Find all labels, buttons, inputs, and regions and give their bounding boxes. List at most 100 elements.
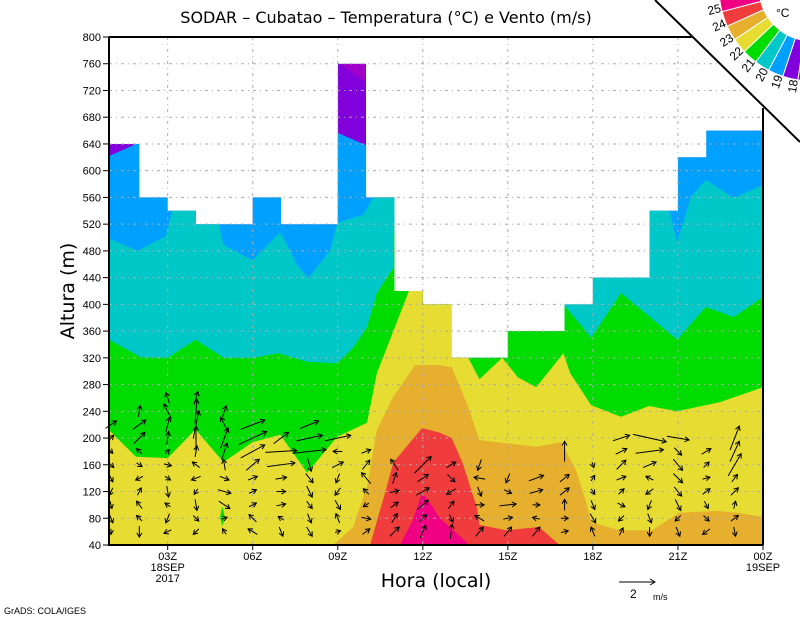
wind-arrow-shaft xyxy=(392,472,397,484)
wind-arrow xyxy=(617,502,626,508)
wind-arrow xyxy=(136,461,143,468)
wind-arrow xyxy=(273,431,290,445)
wind-arrow-head xyxy=(705,488,711,494)
wind-arrow xyxy=(334,529,342,535)
wind-arrow xyxy=(674,499,682,512)
wind-arrow-shaft xyxy=(165,513,170,524)
wind-arrow-head xyxy=(166,461,173,468)
wind-arrow xyxy=(701,448,712,455)
wind-arrow-shaft xyxy=(618,527,624,536)
wind-arrow xyxy=(248,513,257,523)
wind-arrow xyxy=(292,447,328,454)
wind-arrow-shaft xyxy=(292,449,327,454)
wind-arrow-head xyxy=(731,531,738,538)
wind-arrow-head xyxy=(733,487,740,493)
wind-arrow-shaft xyxy=(331,461,344,469)
wind-arrow-shaft xyxy=(416,499,429,510)
wind-arrow-shaft xyxy=(590,475,596,482)
wind-arrow-head xyxy=(703,503,709,510)
wind-arrow-head xyxy=(661,438,668,444)
wind-arrow-head xyxy=(247,528,254,534)
wind-arrow-head xyxy=(684,436,691,443)
wind-arrow-shaft xyxy=(307,458,312,472)
wind-arrow xyxy=(703,500,709,510)
wind-arrow xyxy=(729,425,741,451)
wind-arrow xyxy=(529,487,544,494)
wind-arrow-head xyxy=(335,529,342,535)
wind-arrow-head xyxy=(259,418,266,425)
wind-arrow xyxy=(642,460,657,469)
wind-arrow-shaft xyxy=(163,403,172,419)
wind-arrow-head xyxy=(280,501,287,508)
wind-arrow xyxy=(590,474,596,482)
wind-arrow xyxy=(503,515,514,521)
wind-arrow xyxy=(447,500,455,509)
wind-arrow-shaft xyxy=(532,516,541,520)
wind-arrow-head xyxy=(589,462,596,469)
wind-arrow-head xyxy=(511,501,518,508)
wind-arrow-shaft xyxy=(446,461,457,468)
wind-arrow-head xyxy=(426,455,432,462)
wind-arrow-shaft xyxy=(305,473,314,484)
wind-arrow-head xyxy=(190,475,197,482)
wind-arrow xyxy=(560,528,570,535)
wind-arrow xyxy=(193,444,200,458)
wind-arrow-shaft xyxy=(191,475,201,481)
wind-arrow-head xyxy=(136,532,143,539)
wind-arrow xyxy=(503,488,513,495)
wind-arrow-shaft xyxy=(503,516,513,520)
wind-arrow xyxy=(731,473,739,483)
wind-arrow-shaft xyxy=(306,500,313,509)
wind-arrow-head xyxy=(448,517,454,523)
wind-arrow xyxy=(472,474,486,481)
wind-arrow xyxy=(305,473,314,484)
wind-arrow xyxy=(331,461,345,469)
wind-arrow-head xyxy=(645,489,651,495)
wind-arrow xyxy=(389,526,400,537)
wind-arrow-head xyxy=(164,448,171,455)
wind-reference: 2 m/s xyxy=(619,578,668,602)
wind-arrow xyxy=(334,473,341,484)
wind-arrow-head xyxy=(646,504,652,511)
wind-arrow-shaft xyxy=(701,448,712,455)
y-tick-label: 480 xyxy=(83,246,101,258)
wind-arrow-head xyxy=(360,471,367,478)
wind-arrow-head xyxy=(647,517,653,524)
wind-arrow xyxy=(267,460,296,468)
wind-arrow-shaft xyxy=(334,487,341,496)
wind-arrow-shaft xyxy=(273,432,289,445)
wind-arrow-shaft xyxy=(673,447,683,456)
wind-arrow xyxy=(218,500,231,510)
wind-arrow-shaft xyxy=(136,500,143,509)
wind-arrow-head xyxy=(624,433,631,440)
wind-arrow xyxy=(499,501,518,508)
wind-arrow-head xyxy=(193,390,200,397)
grid-lines xyxy=(109,37,763,545)
wind-arrow xyxy=(361,448,372,454)
colorbar-unit: °C xyxy=(776,6,790,20)
colorbar-segment xyxy=(797,62,800,81)
wind-arrow-shaft xyxy=(635,449,664,454)
wind-arrow xyxy=(221,458,228,471)
wind-arrow xyxy=(731,526,738,538)
wind-arrow-head xyxy=(392,512,398,519)
wind-arrow-shaft xyxy=(267,462,296,468)
wind-arrow-shaft xyxy=(362,528,371,535)
wind-arrow-shaft xyxy=(731,474,738,483)
wind-arrow-head xyxy=(277,515,284,522)
wind-arrow-shaft xyxy=(389,526,400,537)
wind-arrow-shaft xyxy=(136,515,143,522)
wind-arrow-shaft xyxy=(222,459,226,471)
colorbar-label: 19 xyxy=(768,73,786,90)
wind-arrow-shaft xyxy=(560,530,569,534)
wind-arrow xyxy=(219,416,229,433)
wind-arrow xyxy=(362,488,370,495)
wind-arrow-shaft xyxy=(419,524,427,539)
wind-arrow-head xyxy=(307,466,313,473)
wind-arrow-head xyxy=(193,505,200,512)
wind-arrow xyxy=(646,527,653,538)
y-tick-label: 560 xyxy=(83,192,101,204)
wind-arrow xyxy=(307,513,313,524)
wind-arrow xyxy=(702,488,711,495)
wind-arrow xyxy=(192,515,200,522)
